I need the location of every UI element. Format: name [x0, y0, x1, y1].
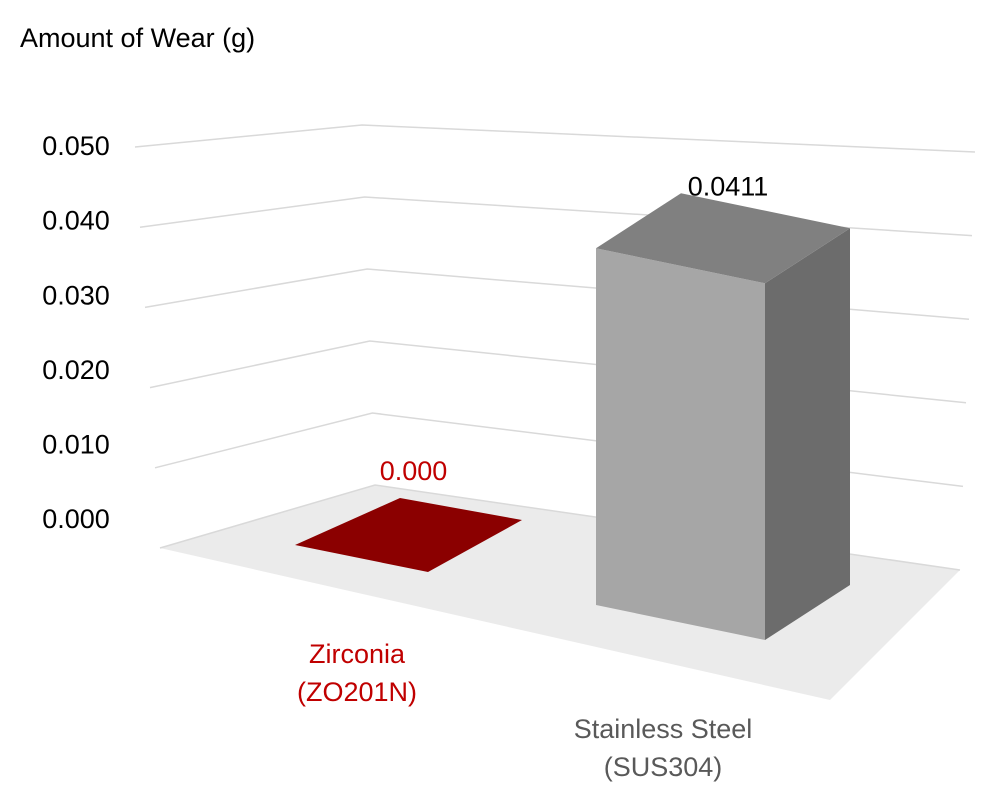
bar	[596, 193, 850, 640]
y-tick-label: 0.030	[42, 280, 110, 310]
y-tick-label: 0.020	[42, 355, 110, 385]
value-label: 0.000	[380, 456, 448, 486]
y-tick-label: 0.050	[42, 131, 110, 161]
axis-title: Amount of Wear (g)	[20, 23, 255, 53]
x-tick-label: Zirconia (ZO201N)	[296, 639, 418, 707]
bar-front	[596, 248, 765, 640]
grid-line	[134, 124, 976, 153]
bar-side	[765, 228, 850, 640]
x-tick-label: Stainless Steel (SUS304)	[573, 714, 753, 782]
bar-top	[295, 498, 522, 572]
y-tick-label: 0.040	[42, 206, 110, 236]
y-tick-label: 0.000	[42, 504, 110, 534]
y-tick-label: 0.010	[42, 430, 110, 460]
bar	[295, 498, 522, 572]
value-label: 0.0411	[688, 171, 769, 201]
bar-top	[596, 193, 850, 284]
